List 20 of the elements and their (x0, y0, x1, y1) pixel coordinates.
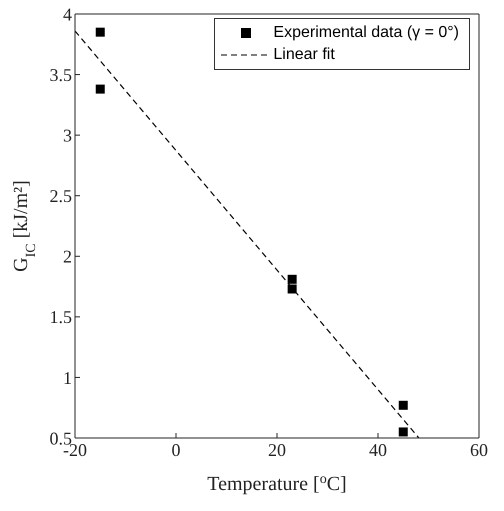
point (288, 284, 297, 294)
point (96, 28, 105, 37)
point (398, 427, 408, 436)
y-tick-label: 2.5 (50, 186, 72, 206)
point (96, 84, 105, 94)
y-tick-label: 1 (63, 368, 72, 388)
y-tick-label: 3.5 (50, 64, 72, 85)
y-tick-label: 2 (63, 246, 72, 267)
y-tick-label: 4 (63, 4, 72, 24)
legend-label: Experimental data (γ = 0°) (273, 23, 459, 43)
x-tick-label: 0 (172, 440, 180, 460)
y-tick-label: 1.5 (50, 307, 72, 328)
x-axis-title: Temperature [$^{o}$C] (207, 472, 347, 495)
x-tick-label: 60 (470, 440, 488, 460)
x-tick-label: 40 (369, 440, 387, 460)
point (398, 400, 408, 410)
y-tick-label: 3 (63, 126, 72, 146)
point (288, 274, 297, 284)
x-tick-label: 20 (268, 440, 286, 460)
legend-label: Linear fit (273, 45, 335, 65)
